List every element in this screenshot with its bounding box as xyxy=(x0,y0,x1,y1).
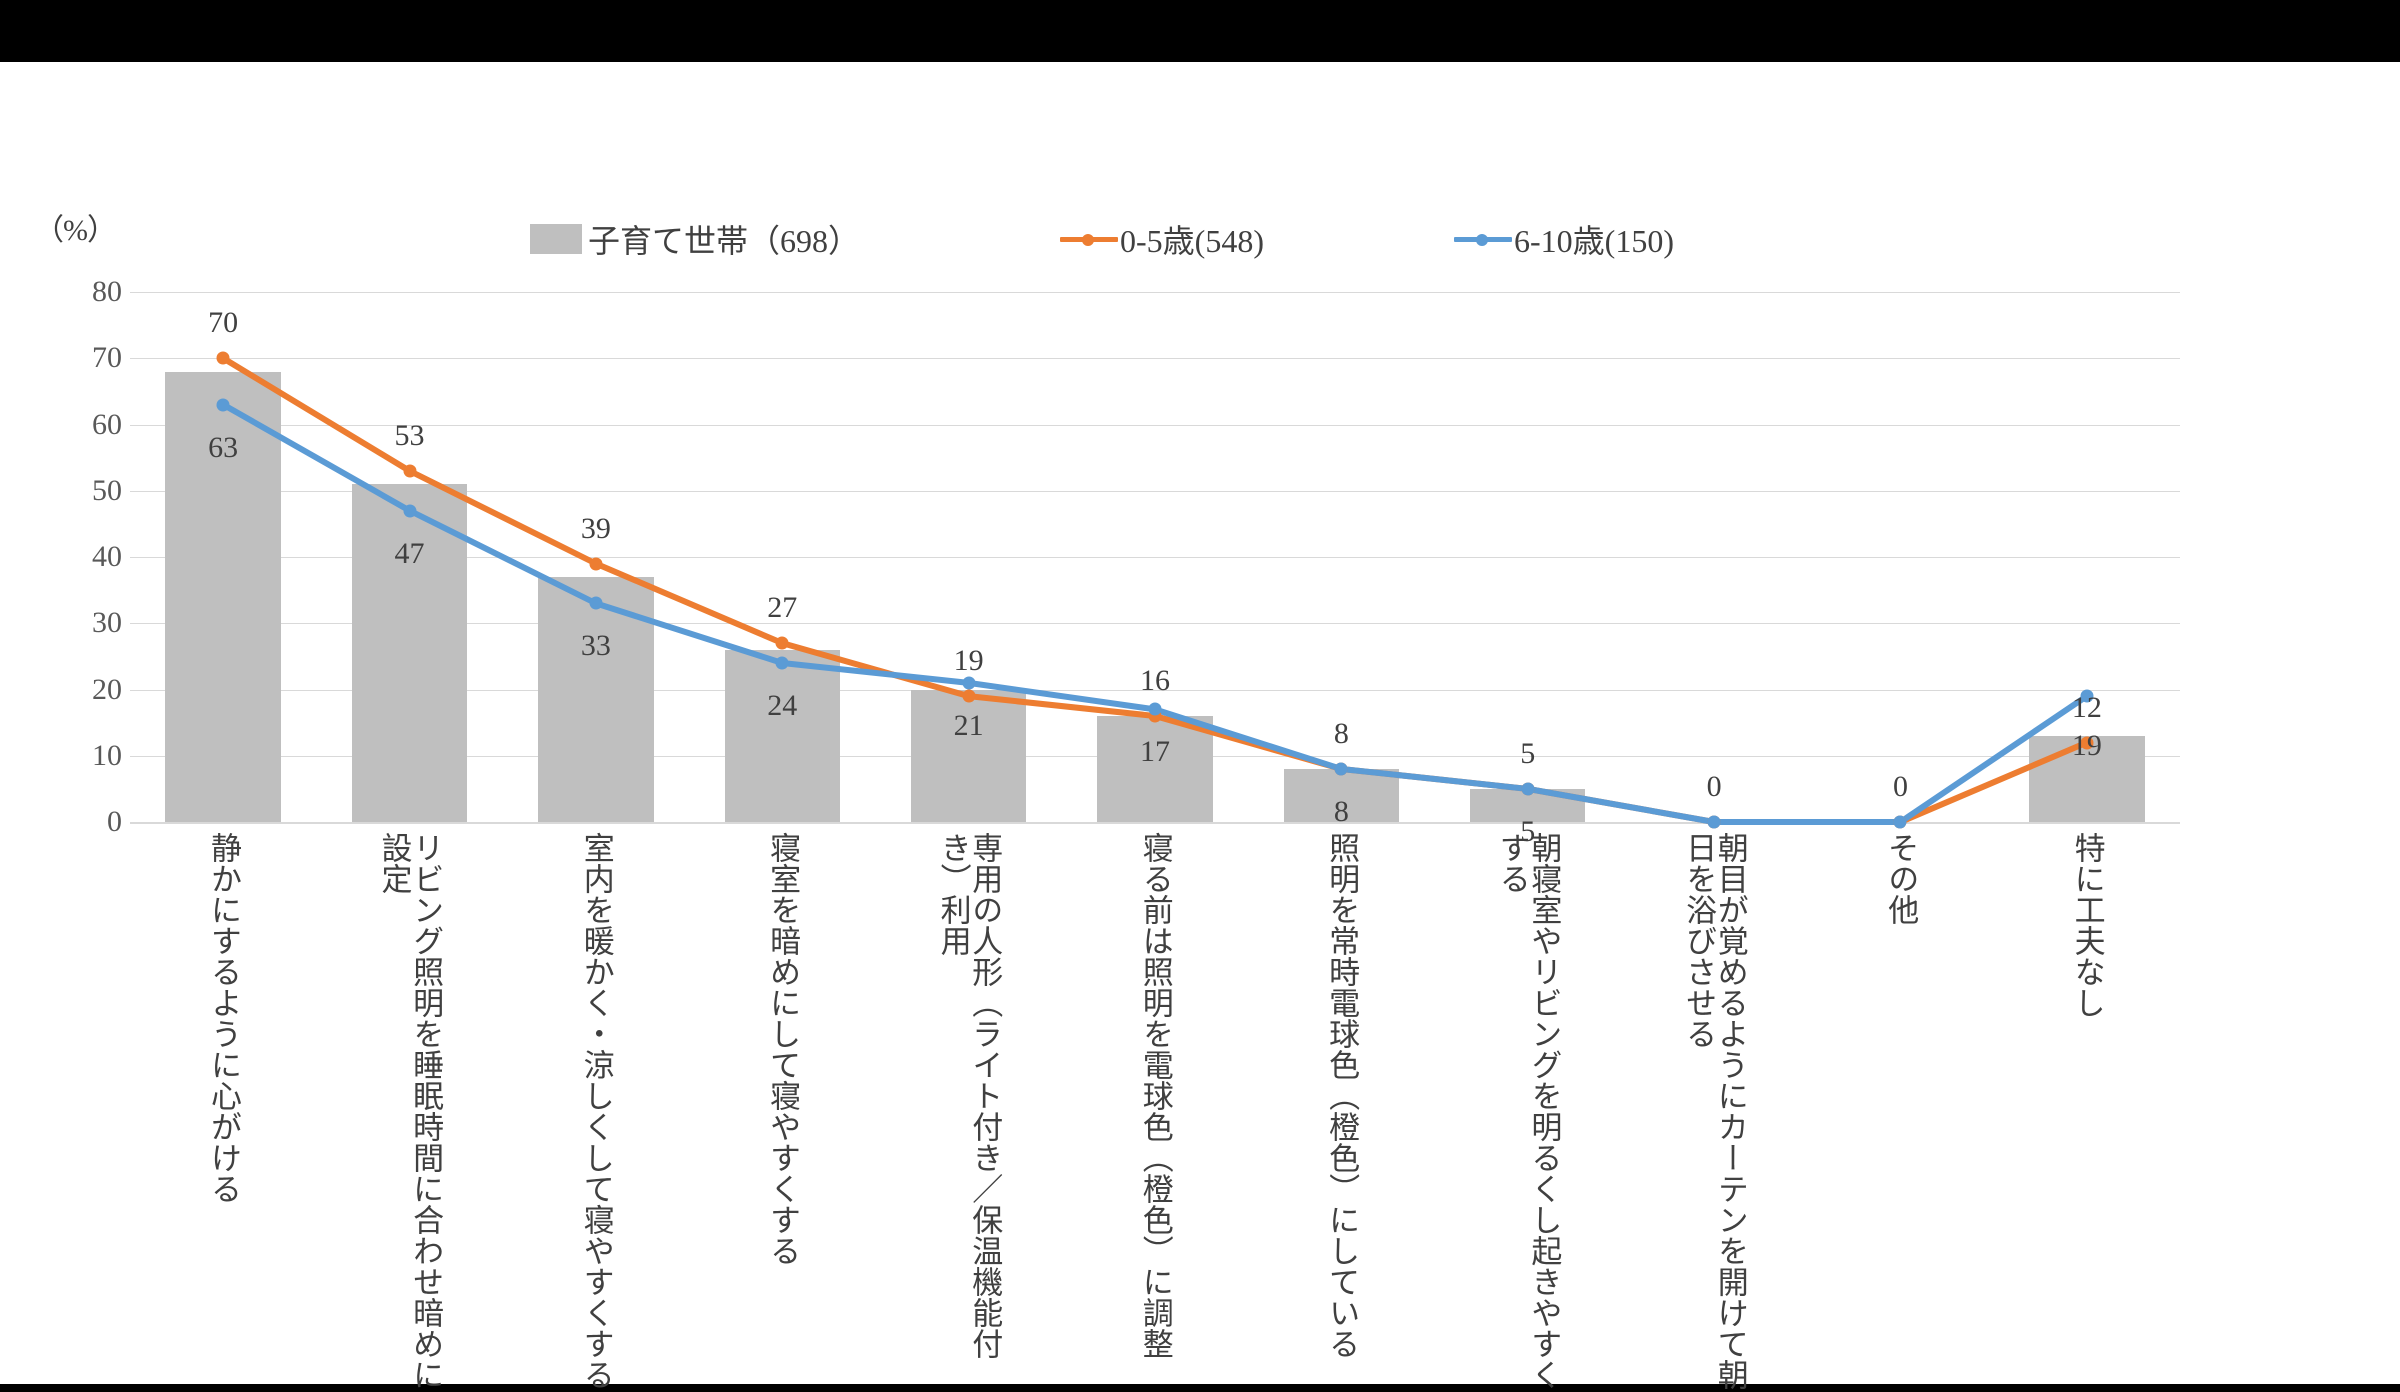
y-axis-unit-label: （%） xyxy=(34,214,117,247)
value-label-blue: 5 xyxy=(1520,814,1536,848)
y-tick-label: 50 xyxy=(92,473,122,507)
legend-label-bar: 子育て世帯（698） xyxy=(588,223,861,259)
x-category-label: 寝室を暗めにして寝やすくする xyxy=(765,832,801,1266)
data-point xyxy=(1893,815,1907,829)
y-tick-label: 60 xyxy=(92,407,122,441)
value-label-orange: 27 xyxy=(767,591,798,625)
value-label-blue: 8 xyxy=(1333,795,1349,828)
y-tick-label: 10 xyxy=(92,738,122,772)
x-axis-category-labels: 静かにするように心がける リビング照明を睡眠時間に合わせ暗めに設定 室内を暖かく・涼… xyxy=(130,832,2180,1392)
y-tick-label: 80 xyxy=(92,275,122,308)
gridline xyxy=(130,623,2180,625)
value-label-orange: 19 xyxy=(953,644,984,678)
y-tick-label: 0 xyxy=(107,805,122,838)
y-tick-label: 30 xyxy=(92,606,122,640)
chart-legend: 子育て世帯（698） 0-5歳(548) 6-10歳(150) xyxy=(530,217,1880,261)
value-label-blue: 17 xyxy=(1140,735,1170,769)
value-label-orange: 39 xyxy=(580,511,611,545)
legend-item-line-blue[interactable]: 6-10歳(150) xyxy=(1454,216,1674,262)
bar xyxy=(910,689,1027,822)
value-label-blue: 47 xyxy=(394,536,425,570)
value-label-orange: 0 xyxy=(1892,770,1908,803)
plot-area: 70 53 39 27 19 16 8 5 0 0 12 63 47 33 24 21 17 8 5 19 xyxy=(130,292,2180,848)
x-category-label: リビング照明を睡眠時間に合わせ暗めに設定 xyxy=(376,832,444,1390)
value-label-orange: 16 xyxy=(1140,664,1170,697)
value-label-orange: 53 xyxy=(394,418,425,452)
gridline xyxy=(130,557,2180,558)
x-category-label: 照明を常時電球色（橙色）にしている xyxy=(1324,832,1360,1359)
data-point xyxy=(589,557,603,571)
value-label-blue: 33 xyxy=(580,629,611,663)
bar xyxy=(351,484,468,822)
data-point xyxy=(1148,702,1162,716)
y-tick-label: 20 xyxy=(92,672,122,706)
bar xyxy=(2029,735,2145,822)
x-category-label: 寝る前は照明を電球色（橙色）に調整 xyxy=(1137,832,1173,1359)
gridline xyxy=(130,822,2180,824)
data-point xyxy=(1334,762,1348,776)
data-point xyxy=(403,504,417,518)
x-category-label: その他 xyxy=(1883,832,1919,925)
x-category-label: 朝寝室やリビングを明るくし起きやすくする xyxy=(1494,832,1562,1390)
gridline xyxy=(130,358,2180,360)
data-point xyxy=(403,464,417,478)
gridline xyxy=(130,424,2180,426)
x-category-label: 朝目が覚めるようにカーテンを開けて朝日を浴びさせる xyxy=(1681,832,1748,1390)
value-label-blue: 63 xyxy=(208,430,239,464)
line-marker-blue-icon xyxy=(1454,227,1512,251)
y-tick-label: 40 xyxy=(92,540,122,573)
value-label-orange: 5 xyxy=(1520,736,1536,770)
data-point xyxy=(2080,689,2094,703)
value-label-blue: 19 xyxy=(2071,728,2102,762)
bar xyxy=(165,371,281,822)
value-label-blue: 21 xyxy=(953,708,984,742)
bar xyxy=(724,649,841,822)
legend-item-line-orange[interactable]: 0-5歳(548) xyxy=(1060,216,1264,262)
gridline xyxy=(130,689,2180,691)
y-axis: 0 10 20 30 40 50 60 70 80 xyxy=(30,275,122,838)
data-point xyxy=(1707,815,1721,829)
value-label-orange: 8 xyxy=(1333,717,1349,750)
bar xyxy=(1283,769,1400,822)
bar-swatch-icon xyxy=(530,224,582,254)
value-label-orange: 70 xyxy=(208,306,239,340)
chart-canvas: （%） 子育て世帯（698） 0-5歳(548) 6-10歳(150) 0 10 2… xyxy=(0,62,2400,1390)
data-point xyxy=(775,656,789,670)
value-label-blue: 24 xyxy=(767,689,798,722)
data-point xyxy=(2080,736,2094,749)
x-category-label: 特に工夫なし xyxy=(2069,832,2105,1018)
x-category-label: 静かにするように心がける xyxy=(205,832,241,1204)
line-marker-orange-icon xyxy=(1060,227,1119,251)
value-label-orange: 12 xyxy=(2071,690,2102,724)
data-point xyxy=(216,351,230,365)
legend-label-blue: 6-10歳(150) xyxy=(1514,223,1674,259)
y-tick-label: 70 xyxy=(92,341,122,375)
bar xyxy=(1097,716,1213,822)
x-category-label: 室内を暖かく・涼しくして寝やすくする xyxy=(578,832,614,1390)
gridline xyxy=(130,292,2180,293)
data-point xyxy=(775,636,789,650)
value-label-orange: 0 xyxy=(1706,770,1722,803)
gridline xyxy=(130,490,2180,492)
data-point xyxy=(962,676,976,690)
data-point xyxy=(962,689,976,703)
legend-item-bar[interactable]: 子育て世帯（698） xyxy=(530,216,860,262)
x-category-label: 専用の人形（ライト付き／保温機能付き）利用 xyxy=(935,832,1003,1359)
data-point xyxy=(216,398,230,412)
data-point xyxy=(1521,782,1535,796)
legend-label-orange: 0-5歳(548) xyxy=(1120,223,1264,259)
data-point xyxy=(589,596,603,610)
